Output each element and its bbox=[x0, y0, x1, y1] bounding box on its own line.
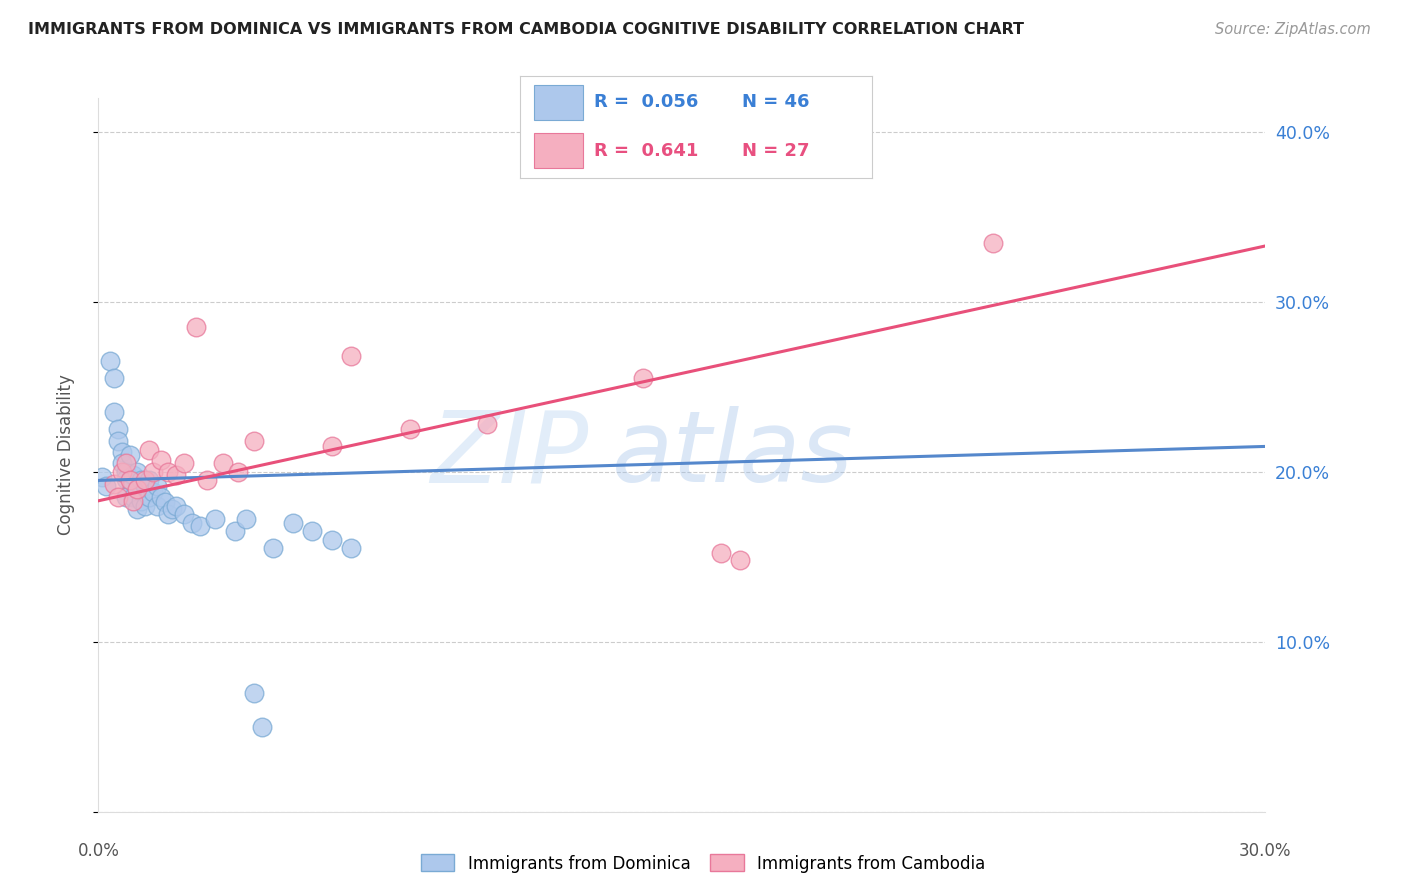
Point bbox=[91, 470, 114, 484]
Point bbox=[127, 502, 149, 516]
Point bbox=[111, 444, 134, 458]
Point bbox=[340, 350, 363, 364]
Point bbox=[180, 516, 202, 530]
Text: IMMIGRANTS FROM DOMINICA VS IMMIGRANTS FROM CAMBODIA COGNITIVE DISABILITY CORREL: IMMIGRANTS FROM DOMINICA VS IMMIGRANTS F… bbox=[28, 22, 1024, 37]
Point bbox=[281, 516, 304, 530]
Point bbox=[398, 422, 420, 436]
Point bbox=[142, 485, 165, 500]
Text: 0.0%: 0.0% bbox=[77, 842, 120, 860]
Point bbox=[321, 439, 343, 453]
Point bbox=[153, 495, 176, 509]
Point bbox=[107, 422, 129, 436]
Point bbox=[142, 465, 165, 479]
Point bbox=[118, 448, 141, 462]
FancyBboxPatch shape bbox=[534, 85, 583, 120]
Point bbox=[157, 465, 180, 479]
Point bbox=[631, 371, 654, 385]
Point bbox=[107, 491, 129, 505]
Point bbox=[195, 474, 218, 488]
Point bbox=[188, 519, 211, 533]
Point bbox=[243, 686, 266, 700]
Point bbox=[250, 720, 273, 734]
FancyBboxPatch shape bbox=[534, 133, 583, 168]
Point bbox=[111, 465, 134, 479]
Point bbox=[134, 474, 156, 488]
Point bbox=[262, 541, 284, 556]
Text: Source: ZipAtlas.com: Source: ZipAtlas.com bbox=[1215, 22, 1371, 37]
Point bbox=[107, 434, 129, 449]
Point bbox=[301, 524, 323, 539]
Point bbox=[138, 442, 160, 457]
Point bbox=[122, 468, 145, 483]
Point bbox=[98, 354, 121, 368]
Point bbox=[103, 476, 125, 491]
Point bbox=[224, 524, 246, 539]
Point bbox=[122, 493, 145, 508]
Text: R =  0.641: R = 0.641 bbox=[595, 142, 699, 160]
Point bbox=[149, 453, 172, 467]
Point bbox=[173, 508, 195, 522]
Point bbox=[173, 457, 195, 471]
Point bbox=[122, 491, 145, 505]
Point bbox=[129, 493, 152, 508]
Point bbox=[134, 478, 156, 492]
Point bbox=[114, 472, 136, 486]
Point bbox=[127, 465, 149, 479]
Point bbox=[118, 474, 141, 488]
Point bbox=[157, 508, 180, 522]
Point bbox=[321, 533, 343, 547]
Point bbox=[103, 371, 125, 385]
Legend: Immigrants from Dominica, Immigrants from Cambodia: Immigrants from Dominica, Immigrants fro… bbox=[415, 847, 991, 880]
Point bbox=[710, 546, 733, 560]
Text: 30.0%: 30.0% bbox=[1239, 842, 1292, 860]
Point bbox=[212, 457, 235, 471]
Point bbox=[149, 491, 172, 505]
Text: R =  0.056: R = 0.056 bbox=[595, 94, 699, 112]
Text: ZIP: ZIP bbox=[430, 407, 589, 503]
Point bbox=[114, 465, 136, 479]
Y-axis label: Cognitive Disability: Cognitive Disability bbox=[56, 375, 75, 535]
Point bbox=[340, 541, 363, 556]
Point bbox=[981, 235, 1004, 250]
Point bbox=[114, 491, 136, 505]
Point bbox=[228, 465, 250, 479]
Point bbox=[235, 512, 257, 526]
Text: N = 46: N = 46 bbox=[742, 94, 810, 112]
Point bbox=[243, 434, 266, 449]
Point bbox=[162, 502, 184, 516]
Text: N = 27: N = 27 bbox=[742, 142, 810, 160]
Point bbox=[138, 491, 160, 505]
Point bbox=[146, 478, 169, 492]
Point bbox=[111, 457, 134, 471]
Point bbox=[127, 482, 149, 496]
Point bbox=[204, 512, 226, 526]
Point bbox=[96, 478, 118, 492]
Point bbox=[477, 417, 499, 432]
Point bbox=[138, 474, 160, 488]
Point bbox=[184, 320, 207, 334]
Point bbox=[127, 482, 149, 496]
Point bbox=[114, 457, 136, 471]
Point bbox=[103, 405, 125, 419]
Point bbox=[129, 474, 152, 488]
Point bbox=[165, 499, 187, 513]
Point bbox=[118, 474, 141, 488]
Point bbox=[134, 499, 156, 513]
Point bbox=[730, 553, 752, 567]
Text: atlas: atlas bbox=[612, 407, 853, 503]
Point bbox=[146, 499, 169, 513]
Point bbox=[165, 468, 187, 483]
